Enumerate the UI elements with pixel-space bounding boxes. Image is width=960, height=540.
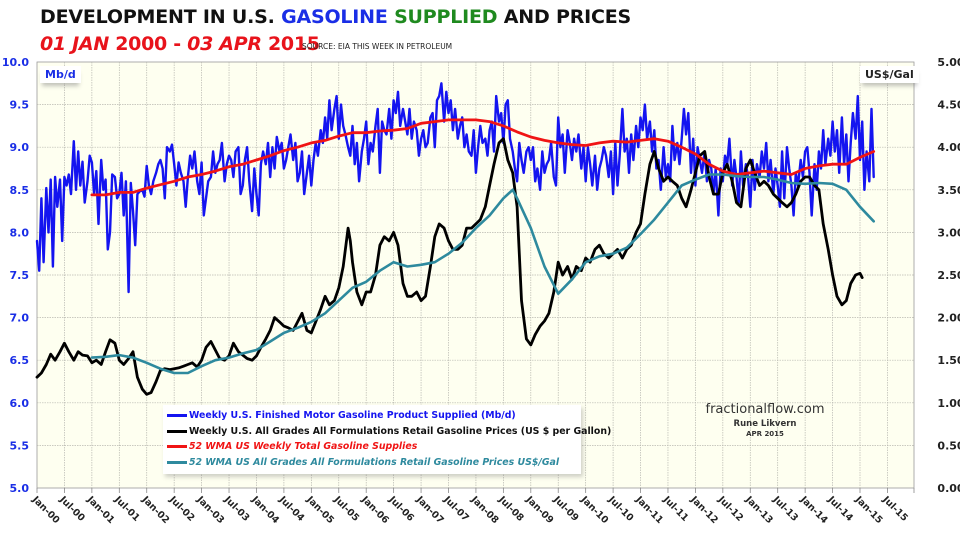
y-tick-label-left: 8.5 <box>10 184 30 197</box>
title-part-gasoline: GASOLINE <box>281 6 388 28</box>
y-tick-label-left: 7.5 <box>10 269 30 282</box>
right-axis-unit-label: US$/Gal <box>860 66 919 83</box>
x-tick-label: Jul-03 <box>221 494 251 524</box>
source-note: SOURCE: EIA THIS WEEK IN PETROLEUM <box>302 42 453 51</box>
y-tick-label-right: 1.50 <box>937 354 960 367</box>
x-tick-label: Jan-02 <box>139 494 171 526</box>
y-axis-left: 5.0 5.5 6.0 6.5 7.0 7.5 8.0 8.5 9.0 9.5 10.0 <box>2 56 29 495</box>
x-tick-label: Jan-15 <box>852 494 884 526</box>
title-part-supplied: SUPPLIED <box>394 6 498 28</box>
series-group <box>35 82 876 396</box>
y-tick-label-left: 9.0 <box>10 141 30 154</box>
x-tick-label: Jul-11 <box>660 494 690 524</box>
subtitle-start-date: 01 JAN <box>40 33 109 55</box>
subtitle-end-date: 03 APR <box>187 33 262 55</box>
y-tick-label-left: 10.0 <box>2 56 29 69</box>
chart-title: DEVELOPMENT IN U.S. GASOLINE SUPPLIED AN… <box>40 6 631 28</box>
x-axis: Jan-00Jul-00Jan-01Jul-01Jan-02Jul-02Jan-… <box>29 488 915 527</box>
y-tick-label-right: 0.00 <box>937 482 960 495</box>
legend-swatch-supply <box>167 414 187 418</box>
x-tick-label: Jan-01 <box>84 494 116 526</box>
x-tick-label: Jul-08 <box>496 494 526 524</box>
legend-swatch-supply-ma <box>167 445 187 449</box>
x-tick-label: Jan-14 <box>797 494 830 527</box>
y-tick-label-left: 6.0 <box>10 397 30 410</box>
y-tick-label-right: 2.00 <box>937 312 960 325</box>
x-tick-label: Jan-05 <box>304 494 336 526</box>
chart-subtitle: 01 JAN 2000 - 03 APR 2015 <box>40 33 320 55</box>
series-price-52wma <box>90 173 876 375</box>
series-price-weekly <box>35 137 864 396</box>
x-tick-label: Jul-09 <box>550 494 580 524</box>
x-tick-label: Jul-07 <box>441 494 471 524</box>
x-tick-label: Jan-00 <box>29 494 62 527</box>
x-tick-label: Jan-06 <box>358 494 391 527</box>
x-tick-label: Jul-01 <box>111 494 141 524</box>
y-tick-label-left: 5.5 <box>10 439 30 452</box>
credit-block: fractionalflow.com Rune Likvern APR 2015 <box>695 402 835 438</box>
x-tick-label: Jul-13 <box>770 494 800 524</box>
title-part-end: AND PRICES <box>497 6 632 28</box>
y-tick-label-left: 5.0 <box>10 482 30 495</box>
x-tick-label: Jan-08 <box>468 494 501 527</box>
legend-label-price: Weekly U.S. All Grades All Formulations … <box>189 425 612 437</box>
legend-label-supply-ma: 52 WMA US Weekly Total Gasoline Supplies <box>189 441 418 453</box>
x-tick-label: Jul-15 <box>880 494 910 524</box>
series-supply-52wma <box>90 118 876 197</box>
x-tick-label: Jan-03 <box>194 494 226 526</box>
legend: Weekly U.S. Finished Motor Gasoline Prod… <box>163 405 611 474</box>
legend-swatch-price <box>167 429 187 433</box>
x-tick-label: Jan-12 <box>688 494 720 526</box>
y-tick-label-right: 2.50 <box>937 269 960 282</box>
x-tick-label: Jul-12 <box>715 494 745 524</box>
x-tick-label: Jul-04 <box>276 494 306 524</box>
legend-swatch-price-ma <box>167 460 187 464</box>
legend-label-supply: Weekly U.S. Finished Motor Gasoline Prod… <box>189 410 516 422</box>
y-tick-label-right: 4.00 <box>937 141 960 154</box>
legend-item-supply-ma: 52 WMA US Weekly Total Gasoline Supplies <box>167 439 577 455</box>
x-tick-label: Jul-00 <box>57 494 87 524</box>
legend-item-price: Weekly U.S. All Grades All Formulations … <box>167 424 611 440</box>
legend-label-price-ma: 52 WMA US All Grades All Formulations Re… <box>189 456 560 468</box>
title-part-1: DEVELOPMENT IN U.S. <box>40 6 282 28</box>
legend-item-price-ma: 52 WMA US All Grades All Formulations Re… <box>167 455 577 471</box>
legend-item-supply: Weekly U.S. Finished Motor Gasoline Prod… <box>167 408 577 424</box>
y-axis-right: 0.00 0.50 1.00 1.50 2.00 2.50 3.00 3.50 4.00 4.50… <box>937 56 960 495</box>
x-tick-label: Jan-13 <box>742 494 774 526</box>
y-tick-label-right: 3.00 <box>937 226 960 239</box>
left-axis-unit-label: Mb/d <box>40 66 81 83</box>
credit-author: Rune Likvern <box>733 419 797 429</box>
x-tick-label: Jan-10 <box>578 494 611 527</box>
x-tick-label: Jul-06 <box>386 494 416 524</box>
y-tick-label-right: 3.50 <box>937 184 960 197</box>
y-tick-label-right: 1.00 <box>937 397 960 410</box>
x-tick-label: Jul-10 <box>605 494 635 524</box>
y-tick-label-right: 5.00 <box>937 56 960 69</box>
y-tick-label-right: 0.50 <box>937 439 960 452</box>
y-tick-label-left: 7.0 <box>10 312 30 325</box>
y-tick-label-left: 6.5 <box>10 354 30 367</box>
subtitle-year-sep: 2000 - <box>108 33 188 55</box>
x-tick-label: Jan-07 <box>413 494 445 526</box>
subtitle-end-year: 2015 <box>261 33 320 55</box>
x-tick-label: Jul-02 <box>166 494 196 524</box>
x-tick-label: Jul-05 <box>331 494 361 524</box>
credit-date: APR 2015 <box>746 430 784 438</box>
x-tick-label: Jul-14 <box>825 494 855 524</box>
x-tick-label: Jan-09 <box>523 494 555 526</box>
x-tick-label: Jan-04 <box>249 494 282 527</box>
x-tick-label: Jan-11 <box>633 494 665 526</box>
series-supply-weekly <box>35 82 875 294</box>
credit-site: fractionalflow.com <box>705 402 825 417</box>
y-tick-label-left: 9.5 <box>10 99 30 112</box>
y-tick-label-left: 8.0 <box>10 226 30 239</box>
y-tick-label-right: 4.50 <box>937 99 960 112</box>
